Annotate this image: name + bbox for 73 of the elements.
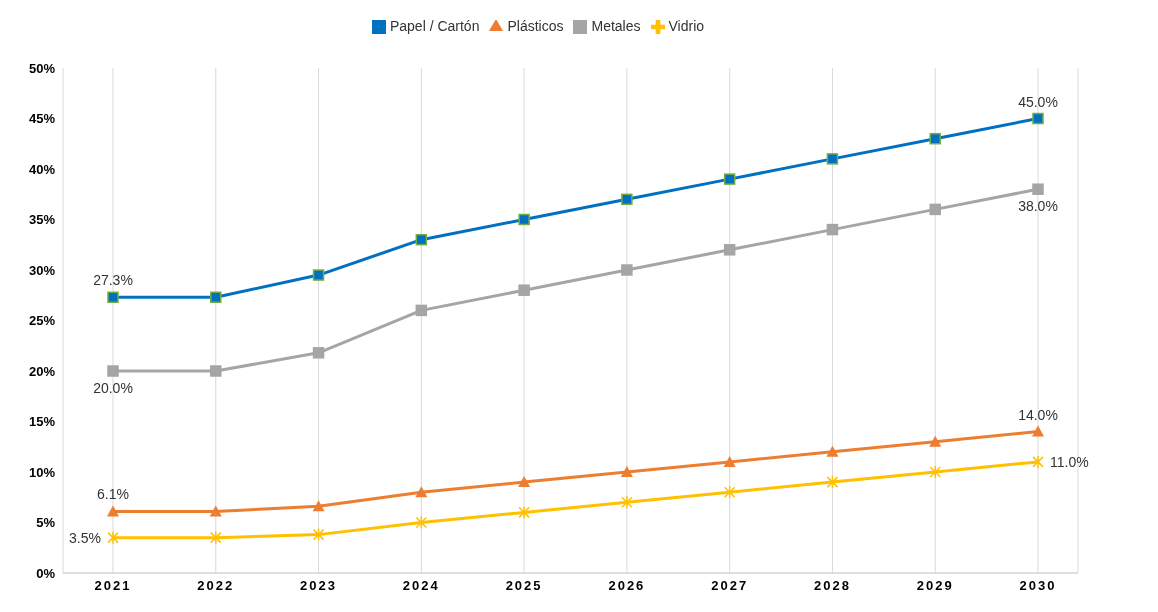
y-tick-label: 45%	[28, 111, 56, 127]
x-tick-label: 2030	[1019, 578, 1057, 594]
x-tick-label: 2023	[300, 578, 338, 594]
point	[723, 485, 736, 499]
y-tick-label: 50%	[28, 60, 56, 76]
point	[518, 505, 530, 520]
y-tick-label: 40%	[28, 161, 56, 177]
x-tick-label: 2027	[711, 578, 749, 594]
legend-label: Plásticos	[507, 18, 564, 34]
point	[1032, 112, 1044, 125]
data-label: 45.0%	[1018, 93, 1058, 110]
x-tick-label: 2024	[402, 578, 440, 594]
point	[518, 213, 530, 226]
point	[826, 445, 839, 457]
data-label: 14.0%	[1018, 406, 1058, 423]
legend-label: Metales	[591, 18, 641, 34]
y-tick-label: 0%	[36, 565, 56, 581]
y-tick-label: 5%	[36, 515, 56, 531]
data-label: 6.1%	[97, 486, 129, 503]
point	[312, 500, 325, 512]
point	[621, 193, 633, 206]
point	[209, 505, 222, 517]
point	[312, 347, 325, 359]
point	[518, 476, 531, 488]
point	[415, 304, 428, 317]
point	[210, 530, 222, 545]
x-tick-label: 2021	[94, 578, 132, 594]
point	[415, 233, 428, 246]
point	[1032, 425, 1044, 437]
point	[929, 435, 942, 447]
data-label: 11.0%	[1050, 453, 1089, 470]
y-tick-label: 35%	[28, 212, 56, 228]
point	[621, 495, 633, 510]
data-label: 20.0%	[93, 380, 133, 396]
point	[826, 223, 839, 236]
point	[723, 455, 736, 467]
data-label: 3.5%	[69, 529, 101, 546]
legend-label: Vidrio	[668, 18, 705, 34]
x-tick-label: 2028	[813, 578, 851, 594]
point	[312, 269, 325, 281]
point	[107, 291, 119, 304]
point	[1032, 455, 1044, 469]
point	[210, 365, 222, 377]
point	[929, 203, 941, 216]
legend-label: Papel / Cartón	[389, 18, 480, 34]
x-tick-label: 2022	[197, 578, 235, 594]
data-label: 27.3%	[93, 272, 133, 289]
point	[826, 475, 839, 489]
y-tick-label: 20%	[28, 363, 56, 379]
point	[415, 515, 428, 530]
point	[518, 284, 530, 296]
point	[929, 465, 941, 479]
point	[210, 291, 222, 304]
data-label: 38.0%	[1018, 198, 1058, 215]
y-tick-label: 25%	[28, 313, 56, 329]
point	[107, 505, 119, 517]
x-tick-label: 2025	[505, 578, 543, 594]
point	[107, 365, 119, 377]
y-tick-label: 10%	[28, 464, 56, 480]
point	[929, 132, 941, 145]
y-tick-label: 30%	[28, 262, 56, 278]
point	[621, 264, 633, 276]
point	[415, 486, 428, 498]
x-tick-label: 2026	[608, 578, 646, 594]
point	[620, 466, 633, 477]
point	[107, 530, 119, 545]
point	[723, 244, 736, 256]
y-tick-label: 15%	[28, 414, 56, 430]
point	[723, 173, 736, 185]
point	[826, 153, 839, 165]
point	[312, 527, 325, 542]
x-tick-label: 2029	[916, 578, 954, 594]
point	[1032, 183, 1044, 195]
